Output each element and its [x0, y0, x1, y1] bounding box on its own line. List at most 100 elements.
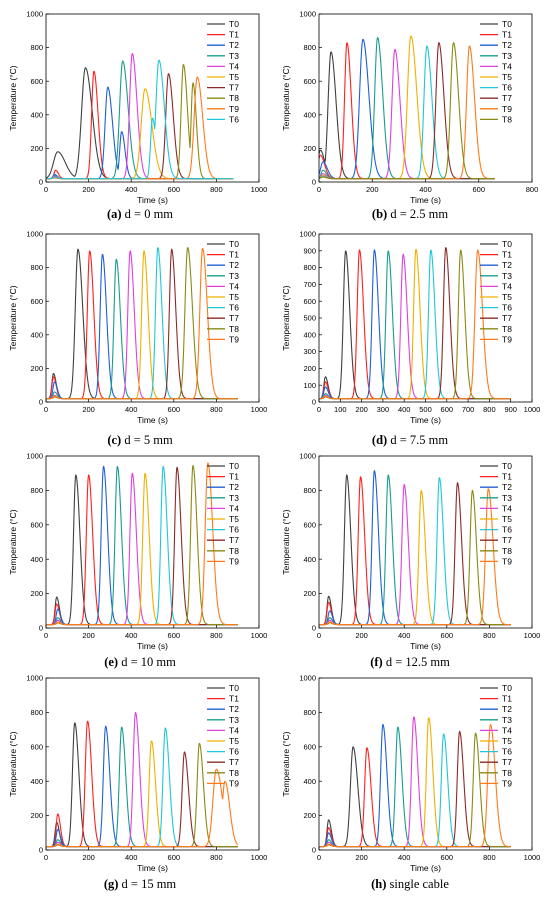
- x-tick-label: 1000: [251, 185, 268, 194]
- y-tick-label: 100: [303, 381, 316, 390]
- series-line-T5: [318, 489, 511, 626]
- legend-label-T3: T3: [229, 493, 239, 503]
- x-tick-label: 0: [317, 631, 321, 640]
- caption-letter: (h): [371, 877, 386, 891]
- y-axis-title: Temperature (°C): [8, 509, 18, 574]
- y-tick-label: 800: [30, 486, 43, 495]
- x-tick-label: 800: [526, 185, 539, 194]
- series-line-T9: [318, 249, 511, 400]
- x-tick-label: 0: [317, 185, 321, 194]
- x-tick-label: 600: [168, 405, 181, 414]
- legend-label-T0: T0: [502, 683, 512, 693]
- legend-label-T6: T6: [229, 303, 239, 313]
- x-tick-label: 1000: [524, 631, 541, 640]
- x-tick-label: 200: [82, 405, 95, 414]
- legend-label-T7: T7: [502, 313, 512, 323]
- legend-label-T2: T2: [229, 40, 239, 50]
- legend-label-T7: T7: [502, 757, 512, 767]
- series-line-T7: [45, 73, 234, 180]
- legend-label-T0: T0: [502, 239, 512, 249]
- x-tick-label: 600: [472, 185, 485, 194]
- x-tick-label: 0: [44, 853, 48, 862]
- series-line-T4: [318, 483, 511, 626]
- x-tick-label: 800: [210, 631, 223, 640]
- legend-label-T3: T3: [502, 51, 512, 61]
- x-tick-label: 200: [82, 185, 95, 194]
- legend-label-T8: T8: [229, 546, 239, 556]
- x-tick-label: 0: [44, 631, 48, 640]
- series-line-T4: [45, 53, 234, 180]
- caption-text: single cable: [386, 877, 449, 891]
- chart-panel-g: 0 200 400 600 800 1000 0 200 400 600 800 1000 Time (…: [8, 674, 267, 891]
- y-tick-label: 400: [30, 110, 43, 119]
- y-tick-label: 800: [30, 708, 43, 717]
- x-axis-title: Time (s): [137, 195, 168, 205]
- plot-frame: [318, 677, 533, 851]
- chart-panel-b: 0 200 400 600 800 0 200 400 600 800 1000 Time (s) Te…: [281, 10, 538, 221]
- x-tick-label: 1000: [524, 405, 541, 414]
- legend-label-T5: T5: [502, 514, 512, 524]
- y-tick-label: 1000: [299, 452, 316, 461]
- x-tick-label: 400: [398, 631, 411, 640]
- legend-label-T9: T9: [229, 778, 239, 788]
- x-tick-label: 0: [44, 185, 48, 194]
- legend-label-T3: T3: [229, 715, 239, 725]
- y-tick-label: 1000: [299, 230, 316, 239]
- legend-label-T6: T6: [502, 747, 512, 757]
- y-tick-label: 500: [303, 314, 316, 323]
- x-tick-label: 600: [441, 405, 454, 414]
- x-tick-label: 400: [419, 185, 432, 194]
- legend-label-T0: T0: [229, 461, 239, 471]
- panel-caption: (b) d = 2.5 mm: [372, 207, 448, 221]
- x-tick-label: 400: [125, 631, 138, 640]
- plot-frame: [45, 13, 260, 183]
- legend-label-T0: T0: [229, 239, 239, 249]
- x-tick-label: 600: [168, 185, 181, 194]
- legend-label-T1: T1: [229, 472, 239, 482]
- legend-label-T4: T4: [502, 725, 512, 735]
- legend-label-T2: T2: [502, 482, 512, 492]
- y-tick-label: 400: [303, 330, 316, 339]
- legend-label-T5: T5: [502, 736, 512, 746]
- legend-label-T9: T9: [229, 104, 239, 114]
- series-line-T8: [45, 64, 234, 180]
- legend-label-T8: T8: [502, 546, 512, 556]
- series-line-T5: [45, 740, 238, 848]
- y-tick-label: 200: [303, 811, 316, 820]
- series-line-T0: [45, 67, 234, 180]
- panel-caption: (h) single cable: [371, 877, 449, 891]
- legend-label-T8: T8: [502, 114, 512, 124]
- legend-label-T6: T6: [502, 83, 512, 93]
- y-tick-label: 0: [312, 178, 316, 187]
- legend-label-T7: T7: [229, 83, 239, 93]
- caption-letter: (b): [372, 207, 387, 221]
- x-tick-label: 0: [317, 853, 321, 862]
- legend-label-T0: T0: [502, 461, 512, 471]
- y-tick-label: 600: [303, 77, 316, 86]
- legend-label-T6: T6: [229, 525, 239, 535]
- legend-label-T8: T8: [229, 93, 239, 103]
- series-group: [318, 716, 511, 848]
- series-line-T9: [45, 247, 238, 400]
- series-line-T1: [45, 70, 234, 180]
- y-tick-label: 1000: [299, 674, 316, 683]
- y-tick-label: 400: [30, 777, 43, 786]
- y-tick-label: 400: [303, 110, 316, 119]
- x-tick-label: 400: [398, 853, 411, 862]
- chart-panel-h: 0 200 400 600 800 1000 0 200 400 600 800 1000 Time (…: [281, 674, 540, 891]
- legend-label-T1: T1: [229, 250, 239, 260]
- series-line-T2: [45, 725, 238, 848]
- y-tick-label: 600: [303, 297, 316, 306]
- legend-label-T8: T8: [229, 768, 239, 778]
- legend-label-T1: T1: [502, 250, 512, 260]
- series-group: [318, 470, 511, 626]
- x-tick-label: 200: [366, 185, 379, 194]
- legend-label-T3: T3: [229, 51, 239, 61]
- y-tick-label: 600: [30, 520, 43, 529]
- legend-label-T5: T5: [229, 72, 239, 82]
- legend-label-T1: T1: [502, 30, 512, 40]
- legend-label-T8: T8: [502, 324, 512, 334]
